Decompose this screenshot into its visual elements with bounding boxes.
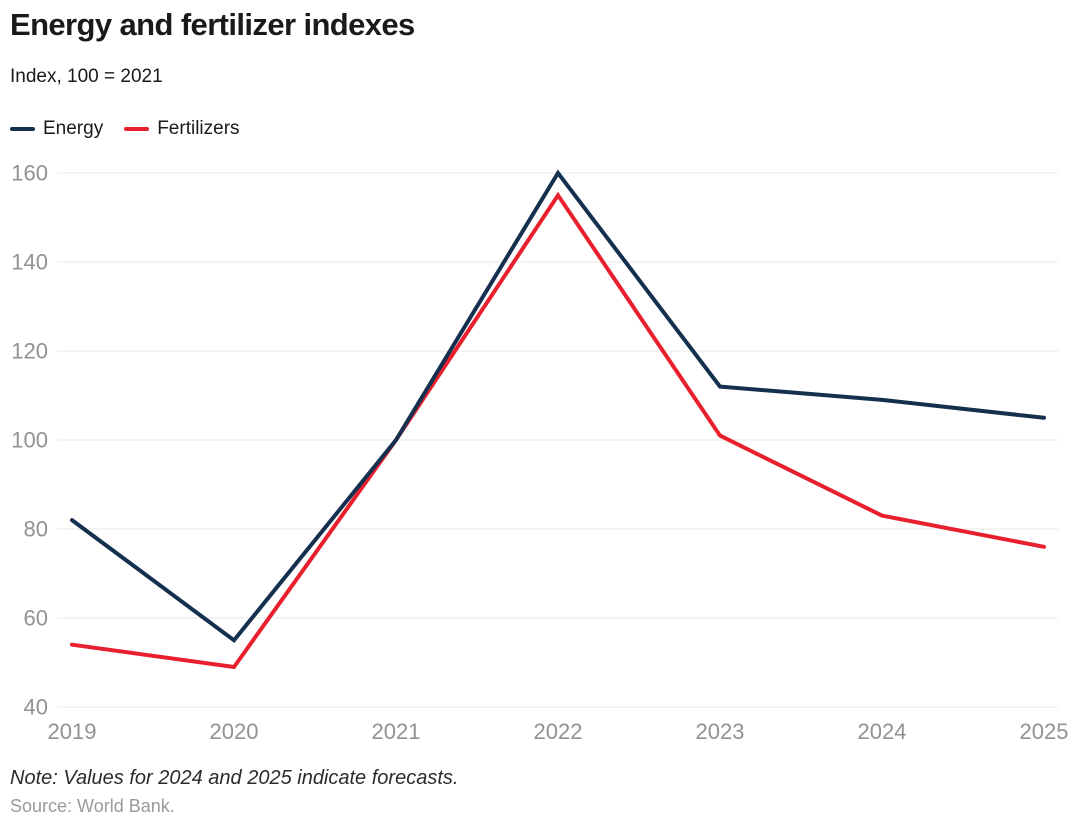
series-line-energy [70, 169, 1046, 644]
chart-source: Source: World Bank. [10, 796, 175, 817]
chart-subtitle: Index, 100 = 2021 [10, 66, 163, 88]
chart-note: Note: Values for 2024 and 2025 indicate … [10, 767, 459, 790]
chart-legend: Energy Fertilizers [10, 118, 1080, 140]
y-tick-label: 100 [11, 428, 48, 453]
x-tick-label: 2020 [210, 719, 259, 744]
legend-item-energy: Energy [10, 118, 103, 140]
legend-label: Energy [43, 118, 104, 140]
y-tick-label: 120 [11, 339, 48, 364]
y-tick-label: 60 [24, 606, 48, 631]
page-title: Energy and fertilizer indexes [10, 7, 415, 42]
legend-label: Fertilizers [157, 118, 240, 140]
legend-line-icon [124, 126, 150, 132]
series-line-fertilizers [70, 191, 1046, 670]
y-tick-label: 160 [11, 161, 48, 186]
legend-item-fertilizers: Fertilizers [124, 118, 240, 140]
line-chart: 40 60 80 100 120 140 160 2019 2020 2021 2022 2023 20… [11, 161, 1069, 745]
chart-card: Energy and fertilizer indexes Index, 100… [0, 6, 1080, 818]
x-tick-label: 2022 [534, 719, 583, 744]
x-tick-label: 2024 [858, 719, 907, 744]
x-tick-label: 2023 [696, 719, 745, 744]
x-tick-label: 2021 [372, 719, 421, 744]
legend-line-icon [10, 126, 35, 132]
x-tick-label: 2025 [1020, 719, 1069, 744]
x-tick-label: 2019 [48, 719, 97, 744]
y-tick-label: 140 [11, 250, 48, 275]
y-tick-label: 80 [24, 517, 48, 542]
y-tick-label: 40 [24, 695, 48, 720]
